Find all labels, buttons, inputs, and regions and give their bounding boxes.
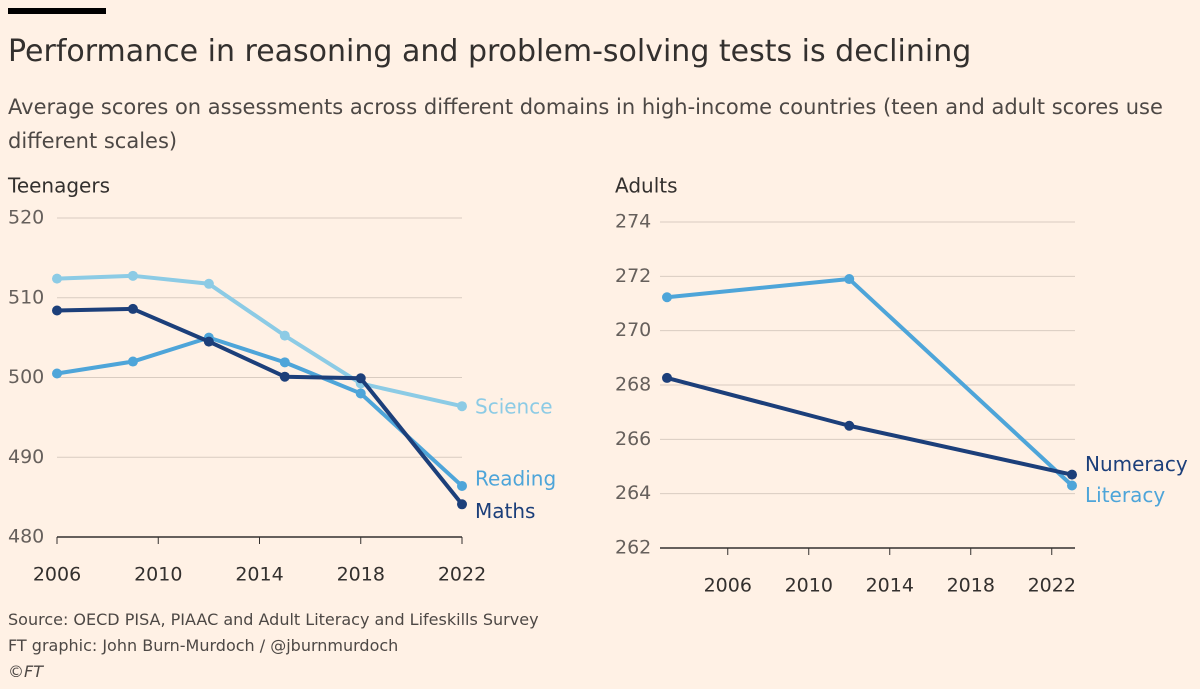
x-tick-label: 2014	[866, 575, 914, 597]
x-tick-label: 2006	[33, 564, 81, 586]
point	[203, 336, 214, 347]
point	[844, 420, 855, 431]
panel-title: Teenagers	[7, 174, 110, 198]
brand-bar	[8, 8, 106, 14]
series-line	[56, 335, 464, 488]
x-tick-label: 2010	[134, 564, 182, 586]
point	[844, 274, 855, 285]
point	[457, 480, 467, 491]
x-tick-label: 2018	[947, 575, 995, 597]
title: Performance in reasoning and problem-sol…	[8, 34, 972, 69]
point	[457, 499, 467, 510]
y-tick-label: 262	[615, 537, 651, 559]
point	[279, 371, 290, 382]
point	[1067, 469, 1077, 480]
series-label: Reading	[475, 466, 556, 490]
point	[355, 373, 366, 384]
y-tick-label: 268	[615, 374, 651, 396]
subtitle: Average scores on assessments across dif…	[8, 95, 1163, 153]
point	[127, 303, 138, 314]
point	[127, 356, 138, 367]
y-tick-label: 266	[615, 428, 651, 450]
point	[52, 368, 62, 379]
point	[1067, 480, 1077, 491]
y-tick-label: 500	[8, 366, 44, 388]
y-tick-label: 520	[8, 207, 44, 229]
series-label: Numeracy	[1085, 452, 1188, 476]
series-label: Maths	[475, 499, 535, 523]
point	[355, 388, 366, 399]
series-line	[56, 273, 463, 409]
point	[52, 273, 62, 284]
y-tick-label: 490	[8, 446, 44, 468]
y-tick-label: 480	[8, 526, 44, 548]
x-tick-label: 2006	[704, 575, 752, 597]
point	[203, 278, 214, 289]
point	[52, 305, 62, 316]
point	[127, 270, 138, 281]
y-tick-label: 510	[8, 286, 44, 308]
panel-title: Adults	[615, 174, 678, 198]
copyright: ©FT	[8, 662, 43, 681]
y-tick-label: 264	[615, 482, 651, 504]
source: Source: OECD PISA, PIAAC and Adult Liter…	[8, 610, 539, 629]
y-tick-label: 270	[615, 319, 651, 341]
series-line	[56, 306, 464, 506]
point	[279, 357, 290, 368]
credit: FT graphic: John Burn-Murdoch / @jburnmu…	[8, 636, 399, 655]
series-line	[666, 277, 1074, 487]
point	[457, 401, 467, 412]
x-tick-label: 2022	[438, 564, 486, 586]
series-line	[666, 376, 1073, 477]
y-tick-label: 274	[615, 211, 651, 233]
point	[279, 330, 290, 341]
series-label: Science	[475, 395, 553, 419]
series-label: Literacy	[1085, 483, 1165, 507]
point	[662, 372, 672, 383]
y-tick-label: 272	[615, 265, 651, 287]
x-tick-label: 2022	[1028, 575, 1076, 597]
point	[662, 292, 672, 303]
x-tick-label: 2018	[337, 564, 385, 586]
x-tick-label: 2014	[235, 564, 283, 586]
x-tick-label: 2010	[785, 575, 833, 597]
